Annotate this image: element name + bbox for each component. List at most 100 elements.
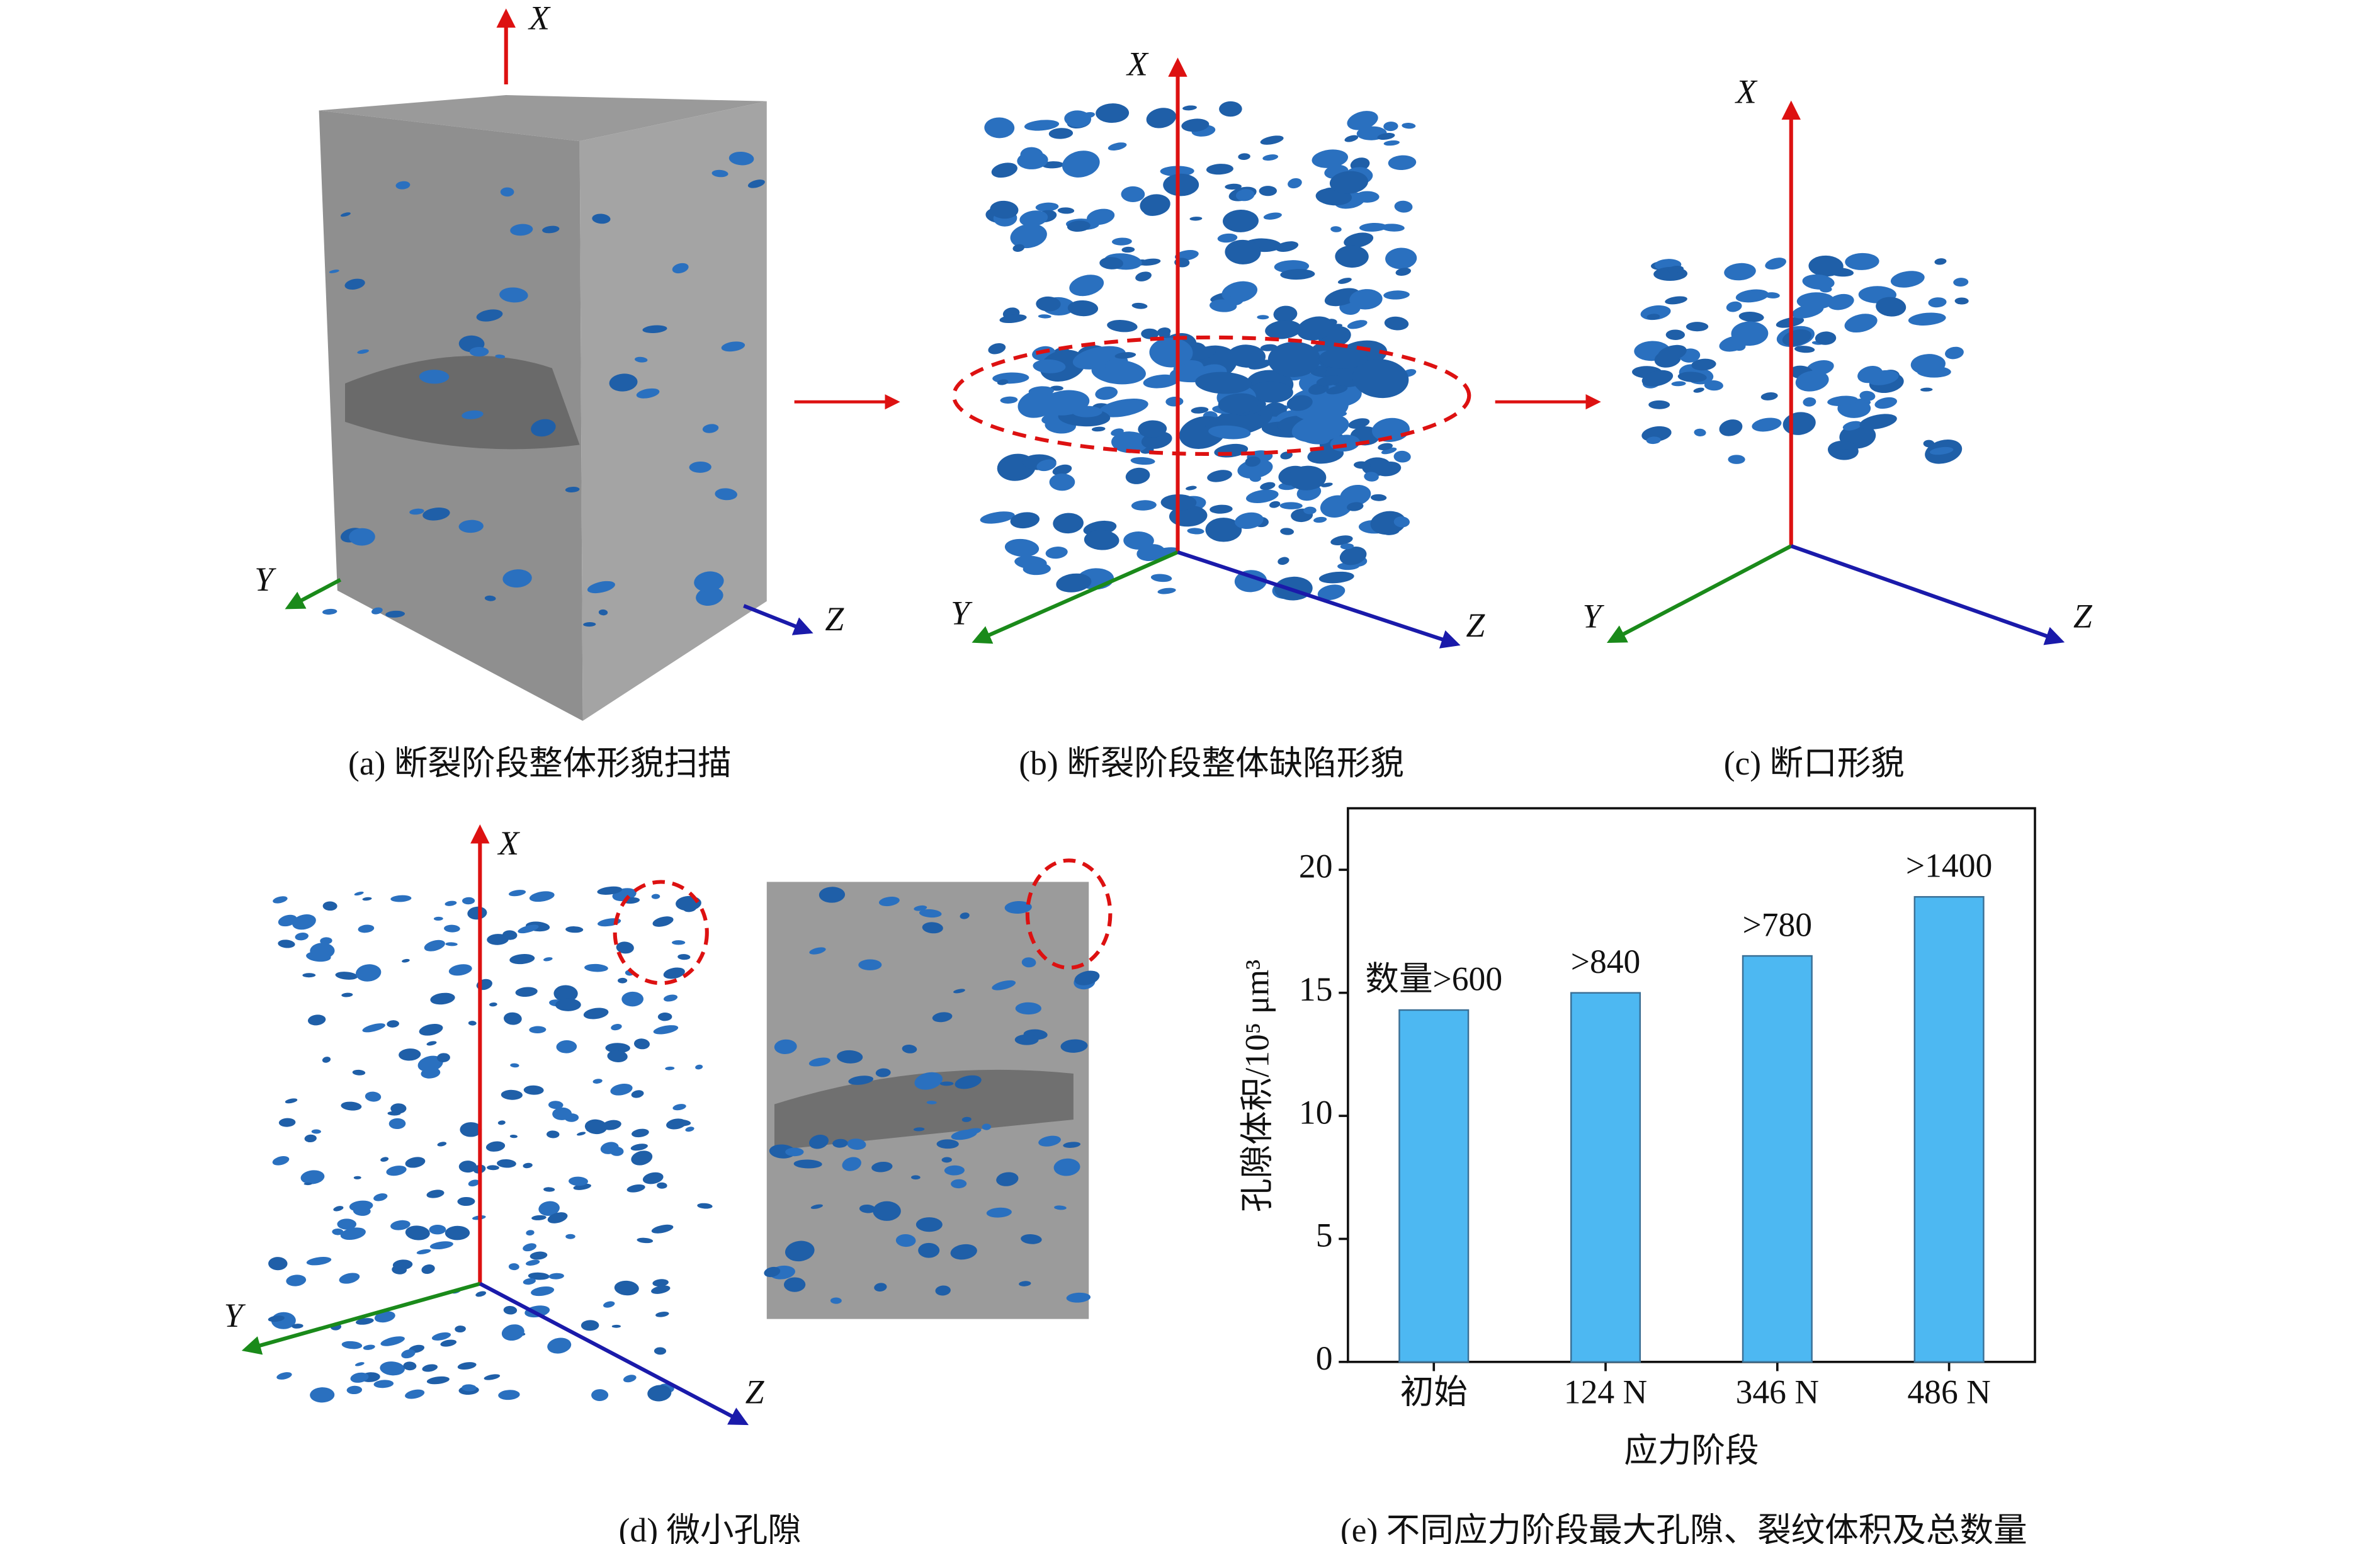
pore-blob [1312, 149, 1349, 168]
pore-blob [1808, 255, 1844, 277]
pore-blob [437, 1142, 447, 1147]
pore-blob [605, 1043, 630, 1053]
pore-blob [531, 1286, 555, 1297]
pore-blob [1107, 320, 1138, 332]
pore-blob [1146, 108, 1177, 128]
pore-blob [951, 1129, 977, 1140]
pore-blob [355, 964, 382, 982]
pore-blob [469, 346, 489, 357]
pore-blob [1794, 346, 1815, 353]
pore-blob [292, 1324, 303, 1329]
pore-blob [419, 370, 450, 384]
pore-blob [1280, 528, 1295, 535]
pore-blob [626, 1184, 645, 1193]
pore-blob [1067, 300, 1099, 317]
pore-blob [696, 587, 723, 606]
pore-blob [419, 1023, 443, 1036]
pore-blob [1045, 547, 1068, 559]
bar-annotation: >840 [1571, 943, 1641, 980]
pore-blob [1288, 178, 1302, 189]
pore-blob [1337, 278, 1352, 284]
pore-blob [1383, 290, 1410, 300]
pore-blob [310, 1387, 335, 1403]
y-axis-title: 孔隙体积/10⁵ μm³ [1238, 960, 1276, 1212]
pore-blob [1795, 370, 1829, 392]
pore-blob [1015, 1002, 1041, 1015]
pore-blob [1371, 417, 1410, 442]
pore-blob [302, 973, 316, 978]
pore-blob [548, 1101, 564, 1110]
pore-blob [1665, 296, 1687, 305]
pore-blob [484, 1374, 501, 1380]
axis-label: X [497, 824, 521, 862]
pore-blob [1014, 1034, 1039, 1045]
z-axis [1177, 550, 1461, 649]
pore-blob [1067, 220, 1091, 232]
pore-blob [982, 1123, 992, 1130]
pore-blob [542, 225, 560, 234]
y-axis [972, 550, 1179, 644]
pore-blob [1917, 366, 1951, 378]
axis-label: X [528, 0, 551, 37]
pore-blob [635, 356, 648, 363]
pore-blob [1248, 360, 1272, 370]
pore-blob [272, 1156, 290, 1166]
pore-blob [1686, 322, 1709, 332]
pore-blob [695, 1064, 703, 1070]
pore-blob [429, 1241, 453, 1250]
pore-blob [1259, 186, 1277, 196]
pore-blob [547, 1212, 568, 1223]
pore-blob [1694, 428, 1706, 436]
pore-blob [950, 1244, 977, 1260]
pore-blob [489, 1002, 497, 1007]
pore-blob [655, 1312, 669, 1317]
pore-blob [1344, 232, 1374, 248]
pore-blob [1217, 233, 1238, 243]
pore-blob [523, 1278, 536, 1285]
pore-blob [637, 1237, 654, 1244]
pore-blob [1395, 268, 1411, 276]
pore-blob [1205, 518, 1242, 542]
pore-blob [614, 1280, 639, 1296]
highlight-circle [1025, 858, 1113, 970]
pore-blob [322, 1057, 331, 1063]
pore-blob [445, 1225, 470, 1240]
pore-blob [1099, 257, 1123, 270]
pore-blob [1020, 147, 1043, 163]
pore-blob [1402, 123, 1416, 129]
pore-blob [422, 507, 450, 521]
pore-blob [944, 1165, 965, 1176]
pore-blob [654, 1347, 667, 1355]
pore-blob [810, 1204, 823, 1209]
pore-blob [416, 1249, 431, 1254]
pore-blob [1280, 451, 1293, 460]
pore-blob [341, 992, 353, 997]
bar-annotation: >780 [1743, 906, 1813, 944]
pore-blob [1048, 128, 1074, 139]
pore-blob [1279, 502, 1303, 509]
pore-blob [1359, 463, 1371, 469]
pore-blob [1260, 135, 1284, 145]
pore-blob [587, 581, 615, 594]
pore-blob [1278, 557, 1289, 565]
pore-blob [1735, 289, 1769, 303]
pore-blob [1803, 397, 1816, 407]
pore-blob [1288, 465, 1327, 491]
pore-blob [1344, 135, 1359, 142]
pore-blob [1159, 331, 1170, 339]
pore-blob [569, 1176, 588, 1186]
pore-blob [819, 887, 846, 903]
pore-blob [1189, 217, 1203, 221]
pore-blob [509, 1134, 518, 1138]
pore-blob [611, 1324, 621, 1328]
pore-blob [1347, 502, 1364, 511]
pore-blob [1738, 312, 1764, 322]
pore-blob [697, 1203, 713, 1209]
pore-blob [426, 1041, 437, 1046]
pore-blob [543, 1187, 555, 1192]
pore-blob [395, 181, 411, 190]
pore-blob [1335, 245, 1369, 268]
pore-blob [362, 897, 372, 901]
pore-blob [529, 891, 555, 902]
pore-blob [502, 930, 518, 940]
